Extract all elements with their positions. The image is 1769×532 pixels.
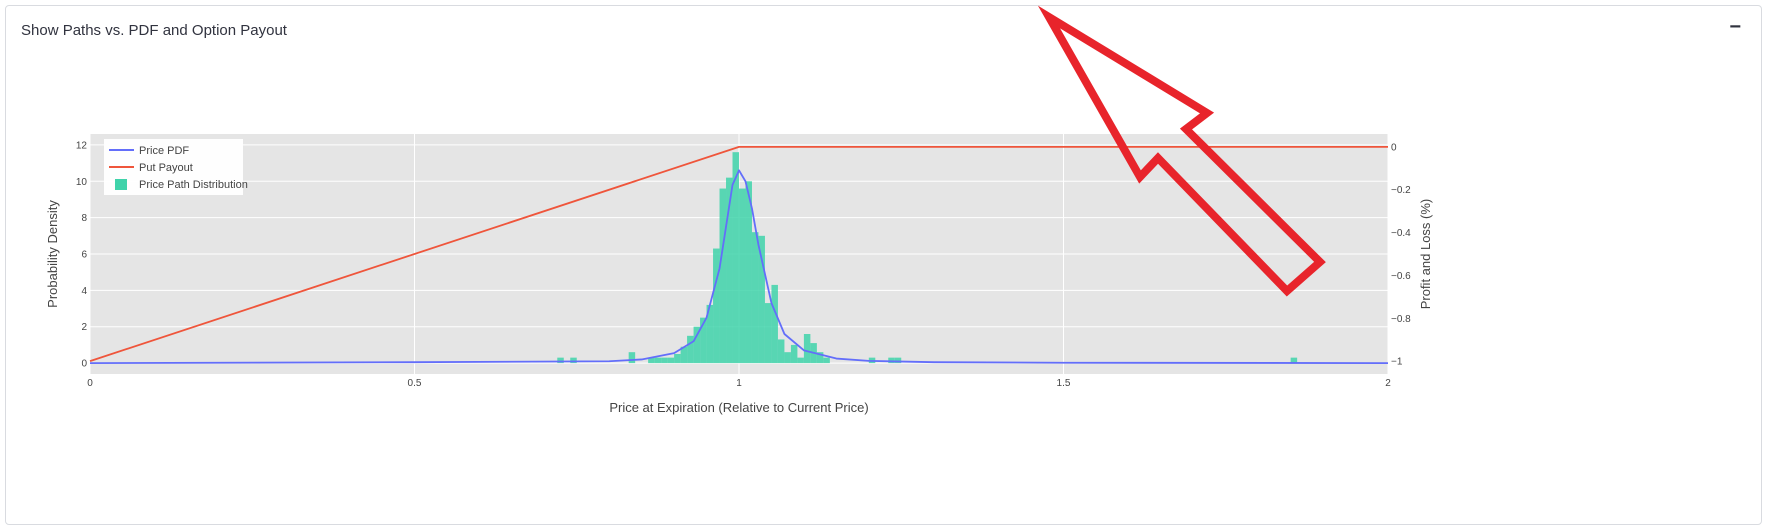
x-tick-label: 0	[87, 378, 93, 389]
y2-tick-label: −0.4	[1391, 228, 1411, 239]
y-axis-ticks: 0 2 4 6 8 10 12	[76, 140, 88, 369]
y-tick-label: 8	[81, 213, 87, 224]
y2-tick-label: −0.6	[1391, 271, 1411, 282]
y-tick-label: 4	[81, 286, 87, 297]
histogram-bar	[726, 177, 733, 364]
y2-tick-label: 0	[1391, 142, 1397, 153]
y2-tick-label: −1	[1391, 357, 1403, 368]
y-tick-label: 6	[81, 250, 87, 261]
histogram-bar	[732, 152, 739, 364]
histogram-bar	[803, 334, 811, 364]
histogram-bar	[745, 181, 752, 364]
histogram-bar	[693, 326, 701, 364]
legend-label-payout[interactable]: Put Payout	[139, 162, 193, 174]
histogram-bar	[758, 235, 765, 364]
histogram-bar	[700, 317, 707, 364]
histogram-bar	[790, 344, 798, 364]
histogram-bar	[751, 232, 759, 364]
payout-line	[89, 145, 1388, 362]
y2-tick-label: −0.8	[1391, 314, 1411, 325]
y-tick-label: 12	[76, 140, 88, 151]
y-tick-label: 10	[76, 177, 88, 188]
y-tick-label: 2	[81, 322, 87, 333]
x-axis-label: Price at Expiration (Relative to Current…	[609, 400, 868, 415]
series-lines	[89, 145, 1389, 364]
arrow-outline-icon	[1037, 5, 1326, 297]
histogram-bar	[654, 357, 662, 364]
x-tick-label: 0.5	[408, 378, 422, 389]
y-tick-label: 0	[81, 359, 87, 370]
histogram-bar	[661, 357, 668, 364]
x-tick-label: 1	[736, 378, 742, 389]
histogram-bar	[894, 357, 902, 364]
x-tick-label: 2	[1385, 378, 1391, 389]
legend-label-hist[interactable]: Price Path Distribution	[139, 179, 248, 191]
histogram-bar	[648, 357, 655, 364]
histogram-bar	[628, 352, 636, 364]
y-axis-label: Probability Density	[45, 200, 60, 308]
histogram-bar	[1290, 357, 1298, 364]
histogram-bar	[570, 357, 577, 364]
pdf-line	[89, 169, 1389, 364]
y2-tick-label: −0.2	[1391, 185, 1411, 196]
collapse-icon[interactable]: −	[1729, 16, 1741, 38]
histogram-bar	[706, 304, 714, 364]
expander-title[interactable]: Show Paths vs. PDF and Option Payout	[21, 22, 287, 39]
x-axis-ticks: 0 0.5 1 1.5 2	[87, 378, 1391, 389]
histogram-bar	[687, 335, 694, 364]
legend-label-pdf[interactable]: Price PDF	[139, 145, 189, 157]
histogram-bar	[888, 357, 895, 364]
y2-axis-ticks: 0 −0.2 −0.4 −0.6 −0.8 −1	[1391, 142, 1411, 367]
histogram-bar	[816, 352, 824, 364]
legend-swatch-hist	[115, 179, 127, 190]
histogram-bar	[764, 303, 772, 364]
histogram-bar	[797, 357, 804, 364]
histogram-bar	[823, 357, 830, 364]
histogram-bar	[674, 354, 681, 364]
histogram-bar	[719, 188, 727, 364]
x-tick-label: 1.5	[1057, 378, 1071, 389]
histogram-bar	[667, 357, 675, 364]
legend[interactable]: Price PDF Put Payout Price Path Distribu…	[104, 139, 248, 195]
histogram-bar	[713, 248, 720, 364]
histogram-bar	[777, 339, 785, 364]
y2-axis-label: Profit and Loss (%)	[1418, 199, 1433, 310]
histogram-bar	[771, 284, 778, 364]
histogram-bar	[739, 188, 746, 364]
histogram-bars	[557, 152, 1298, 364]
histogram-bar	[784, 352, 791, 364]
histogram-bar	[680, 346, 688, 364]
histogram-bar	[557, 357, 564, 364]
